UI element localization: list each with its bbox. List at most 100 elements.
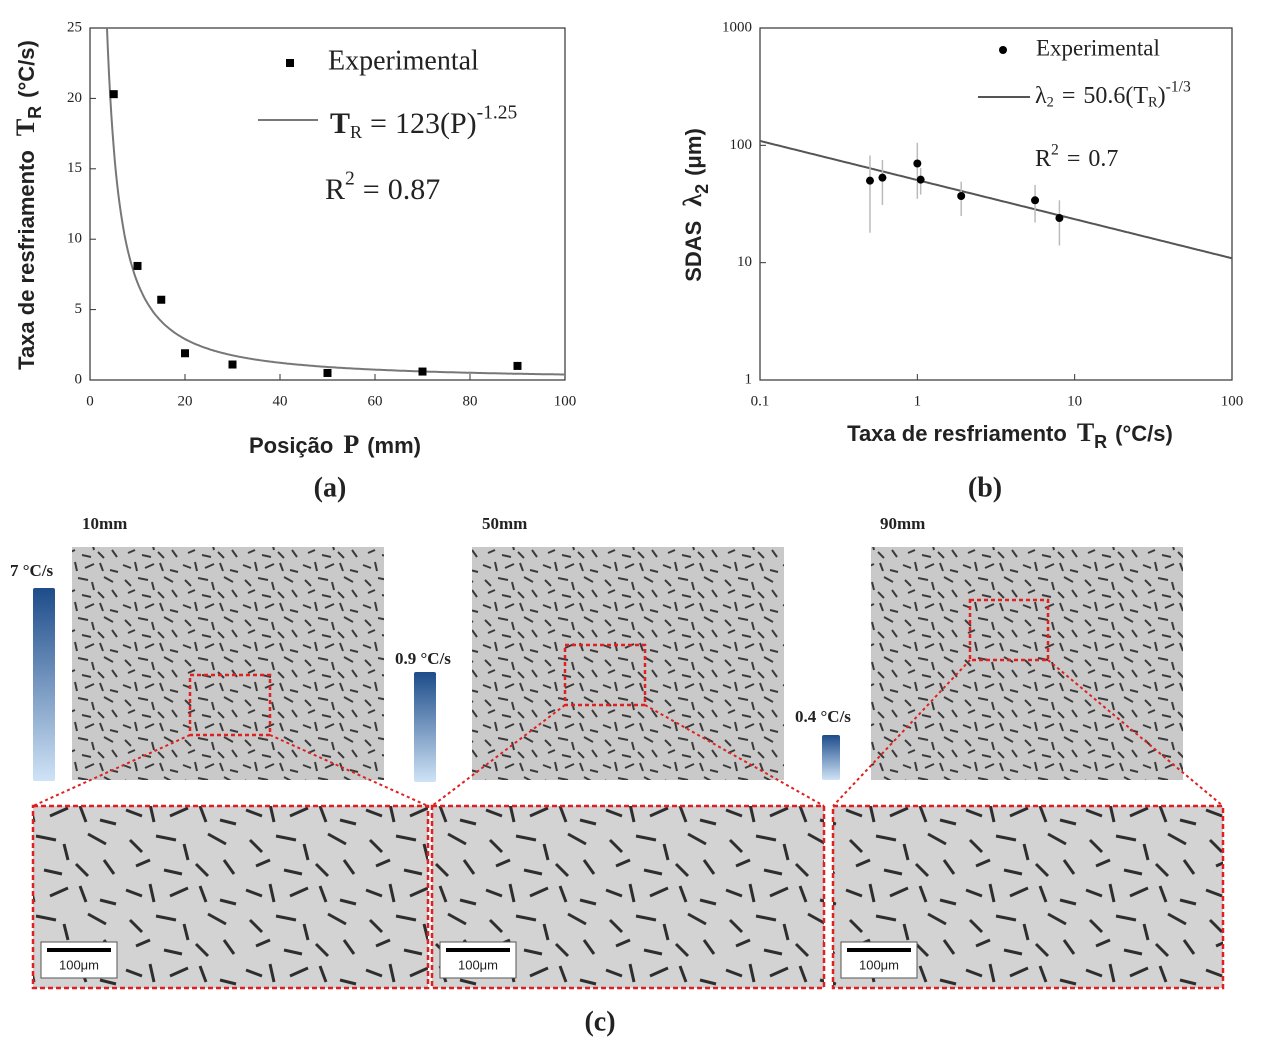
rate-bar [822,735,840,780]
x-tick-label: 80 [463,393,478,409]
y-axis-label: SDAS λ2 (μm) [678,128,712,282]
fit-equation-part: = [1062,83,1076,109]
x-tick-label: 40 [273,393,288,409]
data-point [913,159,922,168]
zoom-guide [431,704,566,807]
fit-equation-part: 123 [395,107,440,140]
rate-bar [414,672,436,782]
y-tick-label: 15 [67,160,82,176]
x-axis-label-part: Posição [249,433,333,458]
data-point [157,295,166,304]
panel-label: (a) [314,472,347,503]
y-tick-label: 5 [75,301,83,317]
rate-label: 0.9 °C/s [395,649,451,668]
plot-frame [89,27,566,381]
x-axis-label-part: R [1094,432,1107,452]
rate-bar [33,588,55,781]
fit-equation-part: R [350,122,362,142]
y-tick-label: 1000 [722,19,752,35]
scale-label: 100μm [458,957,498,972]
y-tick-label: 0 [75,371,83,387]
data-point [181,349,189,358]
y-tick-label: 100 [730,137,753,153]
data-point [865,176,874,185]
r-squared-part: 2 [1051,141,1059,158]
r-squared-part: 2 [345,169,355,190]
data-point [418,367,427,376]
legend-label: Experimental [1036,35,1160,60]
legend-label: Experimental [328,45,479,76]
data-point [1055,214,1064,223]
micrograph [871,547,1183,780]
y-axis-label: Taxa de resfriamento TR (°C/s) [11,40,45,370]
r-squared: R2 = 0.7 [1035,141,1118,171]
y-axis-label-part: λ [678,194,707,207]
zoom-guide [1047,659,1224,807]
y-axis-label-part: R [25,106,45,119]
y-axis-label-part: (μm) [681,128,706,176]
legend-marker [286,59,294,67]
fit-equation: TR = 123(P)-1.25 [330,103,517,142]
x-axis-label-part: T [1077,418,1094,447]
data-point [109,90,118,99]
fit-equation-part: T [330,107,350,140]
data-point [323,368,332,377]
fit-equation-part: 50.6 [1083,83,1125,109]
y-tick-label: 25 [67,19,82,35]
fit-equation-part: (P) [440,107,477,140]
y-axis-label-part: T [11,119,40,136]
data-point [878,173,887,182]
plot-frame [759,27,1233,381]
x-tick-label: 60 [368,393,383,409]
fit-equation: λ2 = 50.6(TR)-1/3 [1035,78,1191,111]
r-squared-part: R [1035,146,1051,172]
fit-equation-part: R [1148,95,1158,111]
legend-marker [999,46,1007,54]
fit-equation-part: (T [1125,83,1148,109]
data-point [133,261,142,270]
zoom-guide [644,704,825,807]
fit-curve [760,139,1232,260]
x-tick-label: 100 [554,393,577,409]
zoom-guide [269,734,429,807]
data-point [1031,196,1040,205]
r-squared-part: 0.7 [1088,146,1118,172]
x-axis-label-part: P [343,430,359,459]
region-of-interest [968,598,1050,662]
x-tick-label: 100 [1221,393,1244,409]
x-tick-label: 10 [1067,393,1082,409]
fit-equation-part: ) [1158,83,1166,109]
x-axis-label-part: (mm) [367,433,421,458]
r-squared: R2 = 0.87 [325,169,440,206]
y-tick-label: 10 [67,231,82,247]
x-tick-label: 0.1 [751,393,770,409]
panel-label: (b) [968,472,1002,503]
x-axis-label-part: Taxa de resfriamento [847,421,1067,446]
panel-label: (c) [584,1006,615,1037]
position-label: 90mm [880,514,925,533]
data-point [513,361,522,370]
x-tick-label: 20 [178,393,193,409]
position-label: 50mm [482,514,527,533]
y-axis-label-part: 2 [692,184,712,194]
y-axis-label-part: Taxa de resfriamento [14,150,39,370]
data-point [916,175,925,184]
x-axis-label: Posição P (mm) [249,430,421,459]
rate-label: 0.4 °C/s [795,707,851,726]
scale-label: 100μm [59,957,99,972]
zoom-micrograph [430,804,826,990]
r-squared-part: = [1067,146,1081,172]
r-squared-part: R [325,173,345,206]
y-axis-label-part: (°C/s) [14,40,39,98]
y-tick-label: 10 [737,254,752,270]
rate-label: 7 °C/s [10,561,54,580]
x-tick-label: 1 [914,393,922,409]
x-tick-label: 0 [86,393,94,409]
fit-equation-part: -1/3 [1166,78,1191,95]
x-axis-label: Taxa de resfriamento TR (°C/s) [847,418,1173,452]
fit-equation-part: λ [1035,83,1047,109]
fit-equation-part: 2 [1047,95,1054,111]
fit-equation-part: -1.25 [477,103,518,124]
micrograph [72,547,384,780]
